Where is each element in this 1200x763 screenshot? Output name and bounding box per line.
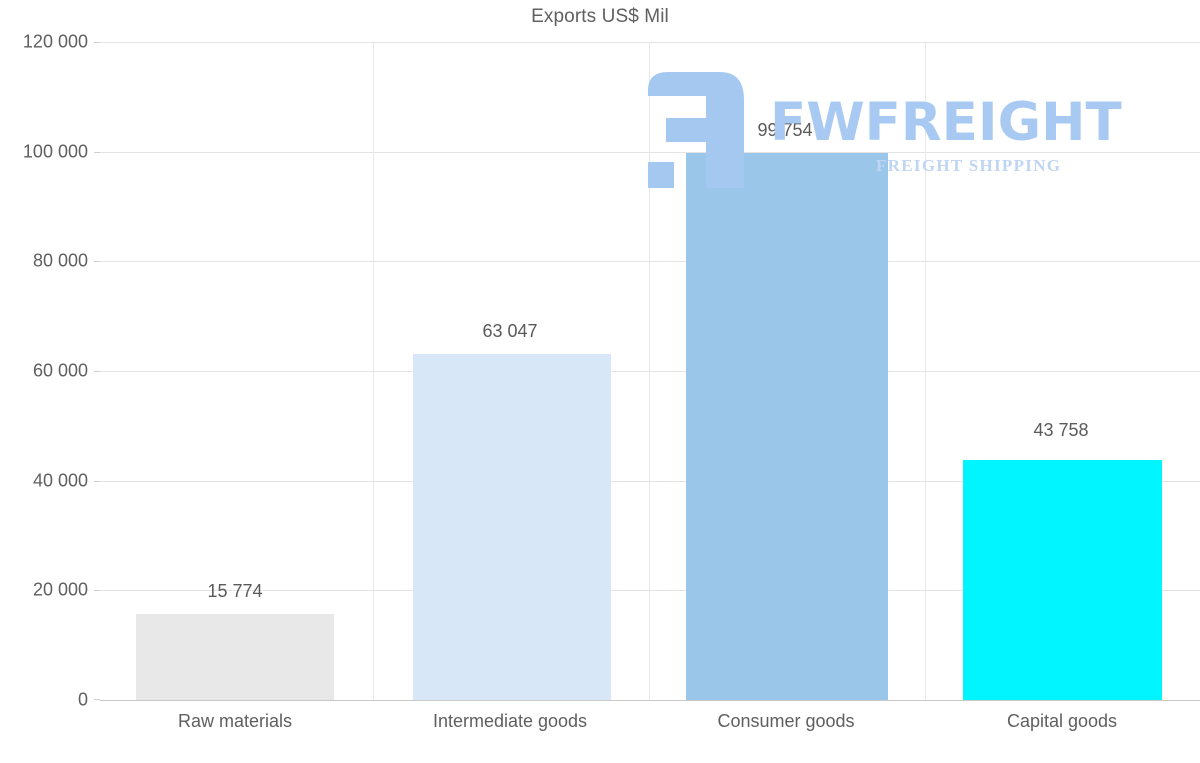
gridline-horizontal xyxy=(100,481,1200,482)
bar-value-label: 63 047 xyxy=(482,321,538,341)
gridline-horizontal xyxy=(100,152,1200,153)
gridline-vertical xyxy=(925,42,926,700)
bar-value-label: 99 754 xyxy=(757,120,813,140)
y-axis-tick xyxy=(94,371,100,372)
bar-consumer-goods[interactable] xyxy=(686,153,888,700)
y-tick-label: 60 000 xyxy=(32,360,88,381)
y-tick-label: 100 000 xyxy=(22,141,88,162)
gridline-horizontal xyxy=(100,261,1200,262)
bar-raw-materials[interactable] xyxy=(136,614,334,700)
y-tick-label: 0 xyxy=(77,689,88,710)
gridline-vertical xyxy=(373,42,374,700)
gridline-vertical xyxy=(649,42,650,700)
plot-area: 15 774 63 047 99 754 43 758 xyxy=(94,42,1200,701)
y-axis-tick xyxy=(94,42,100,43)
x-axis-baseline xyxy=(100,700,1200,701)
x-tick-label-consumer-goods: Consumer goods xyxy=(717,711,855,731)
y-axis-tick xyxy=(94,261,100,262)
gridline-horizontal xyxy=(100,42,1200,43)
y-axis-tick xyxy=(94,152,100,153)
y-axis-tick xyxy=(94,481,100,482)
y-tick-label: 80 000 xyxy=(32,250,88,271)
y-tick-label: 120 000 xyxy=(22,31,88,52)
bar-value-label: 15 774 xyxy=(207,581,263,601)
bar-intermediate-goods[interactable] xyxy=(413,354,611,700)
y-axis-tick xyxy=(94,699,100,700)
y-axis-tick xyxy=(94,590,100,591)
chart-title: Exports US$ Mil xyxy=(531,6,669,27)
y-tick-label: 40 000 xyxy=(32,470,88,491)
x-tick-label-capital-goods: Capital goods xyxy=(1006,711,1118,731)
gridline-horizontal xyxy=(100,371,1200,372)
y-tick-label: 20 000 xyxy=(32,579,88,600)
gridline-horizontal xyxy=(100,590,1200,591)
bar-value-label: 43 758 xyxy=(1033,420,1089,440)
x-tick-label-intermediate-goods: Intermediate goods xyxy=(432,711,588,731)
bar-capital-goods[interactable] xyxy=(963,460,1162,700)
x-tick-label-raw-materials: Raw materials xyxy=(177,711,293,731)
